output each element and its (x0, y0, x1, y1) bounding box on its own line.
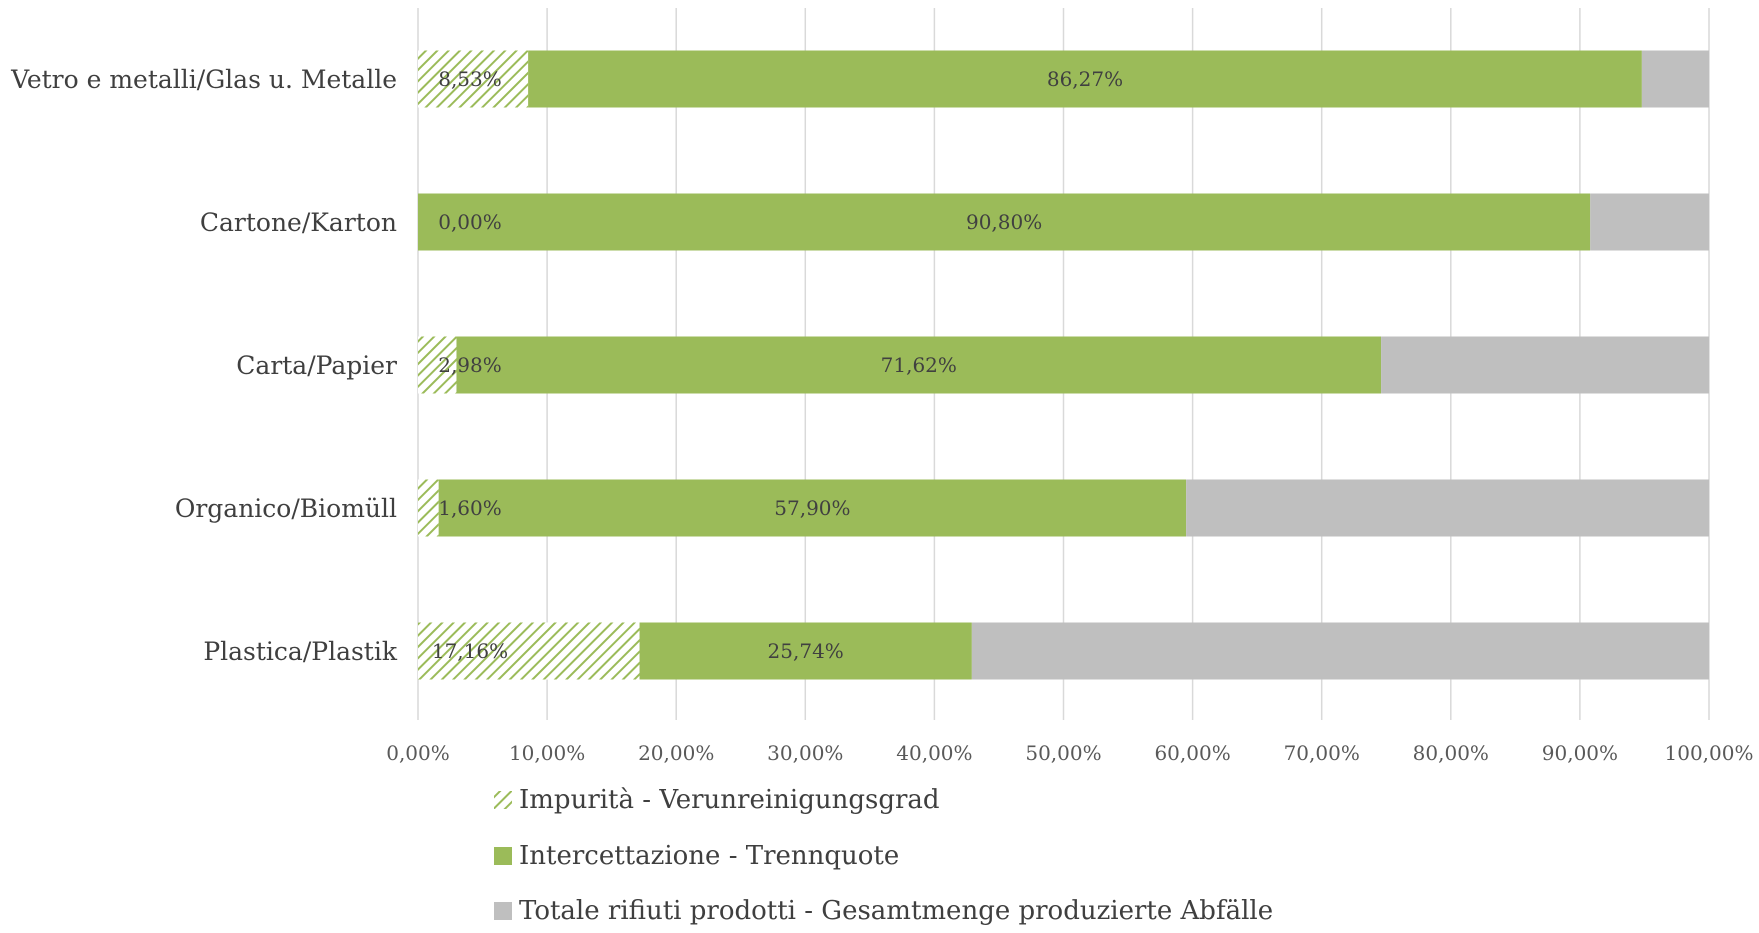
x-tick-label: 10,00% (509, 741, 585, 765)
category-label: Plastica/Plastik (203, 637, 398, 666)
bar-segment-2 (418, 193, 1591, 251)
legend-item: Impurità - Verunreinigungsgrad (494, 785, 940, 815)
bar-segment-2 (456, 336, 1382, 394)
data-label: 8,53% (438, 67, 502, 91)
data-label: 86,27% (1047, 67, 1123, 91)
data-label: 17,16% (432, 639, 508, 663)
category-label: Carta/Papier (236, 351, 397, 380)
x-tick-label: 50,00% (1025, 741, 1101, 765)
bar-segment-1 (418, 622, 640, 680)
bar-segment-2 (438, 479, 1187, 537)
legend-swatch (494, 847, 512, 865)
x-tick-label: 90,00% (1542, 741, 1618, 765)
bar-segment-3 (1590, 193, 1709, 251)
bar-segment-2 (528, 50, 1642, 108)
data-labels: 8,53% 86,27% 0,00% 90,80% 2,98% 71,62% 1,60% 57… (432, 67, 1123, 663)
bar-segment-3 (971, 622, 1709, 680)
category-label: Cartone/Karton (200, 208, 397, 237)
category-label: Organico/Biomüll (175, 494, 397, 523)
legend: Impurità - Verunreinigungsgrad Intercetta… (494, 785, 1273, 926)
x-tick-label: 70,00% (1284, 741, 1360, 765)
data-label: 2,98% (438, 353, 502, 377)
legend-label: Intercettazione - Trennquote (519, 841, 899, 871)
data-label: 71,62% (881, 353, 957, 377)
x-tick-label: 60,00% (1154, 741, 1230, 765)
category-label: Vetro e metalli/Glas u. Metalle (10, 65, 397, 94)
bar-segment-3 (1381, 336, 1709, 394)
legend-swatch (494, 791, 512, 809)
legend-item: Totale rifiuti prodotti - Gesamtmenge pr… (494, 896, 1273, 926)
bar-segment-1 (418, 50, 529, 108)
bar-segment-1 (418, 336, 457, 394)
legend-swatch (494, 902, 512, 920)
bar-segment-3 (1641, 50, 1709, 108)
legend-item: Intercettazione - Trennquote (494, 841, 899, 871)
data-label: 90,80% (966, 210, 1042, 234)
legend-label: Totale rifiuti prodotti - Gesamtmenge pr… (519, 896, 1273, 926)
data-label: 25,74% (768, 639, 844, 663)
data-label: 0,00% (438, 210, 502, 234)
x-tick-label: 80,00% (1413, 741, 1489, 765)
value-axis: 0,00% 10,00% 20,00% 30,00% 40,00% 50,00% 60,00… (386, 741, 1753, 765)
x-tick-label: 0,00% (386, 741, 450, 765)
bars (418, 50, 1709, 680)
bar-segment-2 (639, 622, 972, 680)
bar-segment-1 (418, 479, 439, 537)
data-label: 57,90% (774, 496, 850, 520)
x-tick-label: 100,00% (1665, 741, 1754, 765)
data-label: 1,60% (438, 496, 502, 520)
category-axis: Vetro e metalli/Glas u. Metalle Cartone/K… (10, 65, 398, 666)
legend-label: Impurità - Verunreinigungsgrad (519, 785, 940, 815)
x-tick-label: 20,00% (638, 741, 714, 765)
x-tick-label: 40,00% (896, 741, 972, 765)
x-tick-label: 30,00% (767, 741, 843, 765)
bar-segment-3 (1186, 479, 1709, 537)
